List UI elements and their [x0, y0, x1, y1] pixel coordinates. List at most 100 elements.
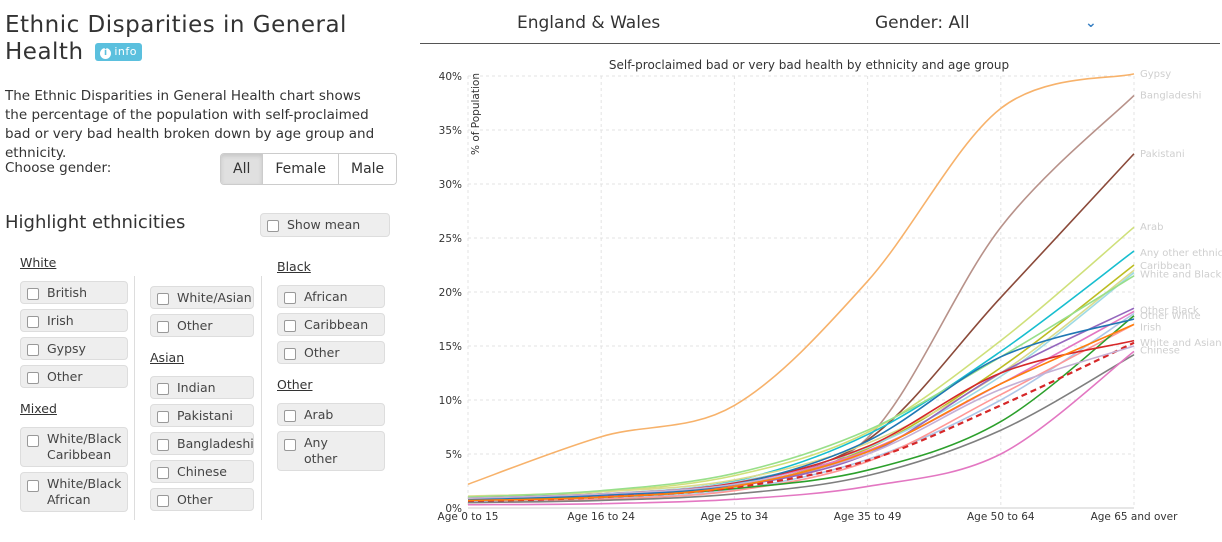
y-tick-label: 35%: [439, 125, 462, 137]
series-end-label: Other Black: [1140, 305, 1199, 316]
checkbox-icon: [157, 383, 169, 395]
checkbox-african[interactable]: African: [277, 285, 385, 308]
checkbox-irish[interactable]: Irish: [20, 309, 128, 332]
x-tick-label: Age 25 to 34: [701, 511, 769, 523]
gender-male-button[interactable]: Male: [338, 154, 397, 184]
checkbox-mixed-other[interactable]: Other: [150, 314, 254, 337]
checkbox-icon: [157, 293, 169, 305]
checkbox-white-black-african[interactable]: White/Black African: [20, 472, 128, 512]
x-tick-label: Age 0 to 15: [438, 511, 499, 523]
y-axis-label: % of Population: [470, 73, 482, 155]
series-line-chinese: [467, 353, 1135, 504]
region-label: England & Wales: [517, 13, 661, 33]
checkbox-icon: [157, 467, 169, 479]
series-line-other-mixed: [467, 310, 1135, 501]
checkbox-icon: [157, 411, 169, 423]
x-tick-label: Age 35 to 49: [834, 511, 902, 523]
series-line-any-other-ethnic-group: [467, 250, 1135, 498]
y-tick-label: 15%: [439, 341, 462, 353]
checkbox-any-other[interactable]: Any other: [277, 431, 385, 471]
checkbox-icon: [284, 439, 296, 451]
series-line-bangladeshi: [467, 94, 1135, 501]
gender-female-button[interactable]: Female: [263, 154, 339, 184]
series-line-gypsy: [467, 73, 1135, 485]
series-line-indian: [467, 318, 1135, 501]
gender-toggle: All Female Male: [220, 153, 398, 185]
series-line-other-asian: [467, 307, 1135, 501]
group-mixed-label: Mixed: [20, 401, 57, 416]
info-button[interactable]: i info: [95, 43, 142, 61]
x-tick-label: Age 50 to 64: [967, 511, 1035, 523]
info-icon: i: [100, 48, 112, 59]
checkbox-icon: [27, 288, 39, 300]
series-line-other-pink: [467, 350, 1135, 506]
checkbox-icon: [267, 220, 279, 232]
y-tick-label: 20%: [439, 287, 462, 299]
gender-dropdown[interactable]: Gender: All: [875, 13, 970, 33]
highlight-title: Highlight ethnicities: [5, 212, 186, 233]
chart-title: Self-proclaimed bad or very bad health b…: [609, 58, 1009, 72]
y-tick-label: 40%: [439, 71, 462, 83]
series-end-label: Irish: [1140, 323, 1161, 334]
checkbox-chinese[interactable]: Chinese: [150, 460, 254, 483]
series-line-other: [467, 323, 1135, 502]
group-other-label: Other: [277, 377, 313, 392]
series-end-label: Bangladeshi: [1140, 90, 1201, 101]
series-line-other-black: [467, 275, 1135, 498]
series-end-label: Other White: [1140, 311, 1201, 322]
y-tick-label: 10%: [439, 395, 462, 407]
header-divider: [420, 43, 1220, 44]
checkbox-bangladeshi[interactable]: Bangladeshi: [150, 432, 254, 455]
checkbox-icon: [284, 348, 296, 360]
show-mean-checkbox[interactable]: Show mean: [260, 213, 390, 237]
checkbox-icon: [157, 495, 169, 507]
checkbox-arab[interactable]: Arab: [277, 403, 385, 426]
y-tick-label: 25%: [439, 233, 462, 245]
checkbox-pakistani[interactable]: Pakistani: [150, 404, 254, 427]
checkbox-icon: [284, 410, 296, 422]
checkbox-icon: [27, 480, 39, 492]
checkbox-gypsy[interactable]: Gypsy: [20, 337, 128, 360]
checkbox-icon: [284, 320, 296, 332]
series-end-label: Chinese: [1140, 345, 1180, 356]
checkbox-icon: [27, 372, 39, 384]
description: The Ethnic Disparities in General Health…: [5, 88, 375, 161]
checkbox-icon: [284, 292, 296, 304]
chevron-down-icon[interactable]: ⌄: [1085, 15, 1097, 31]
checkbox-asian-other[interactable]: Other: [150, 488, 254, 511]
checkbox-icon: [27, 344, 39, 356]
series-line-pakistani: [467, 153, 1135, 500]
series-line-irish: [467, 323, 1135, 504]
series-end-label: Gypsy: [1140, 69, 1171, 80]
checkbox-white-asian[interactable]: White/Asian: [150, 286, 254, 309]
checkbox-caribbean[interactable]: Caribbean: [277, 313, 385, 336]
group-black-label: Black: [277, 259, 311, 274]
group-white-label: White: [20, 255, 57, 270]
series-end-label: White and Black A: [1140, 270, 1222, 281]
control-panel: Ethnic Disparities in General Health i in…: [0, 0, 400, 542]
series-end-label: Pakistani: [1140, 149, 1185, 160]
checkbox-icon: [27, 435, 39, 447]
page-title: Ethnic Disparities in General Health i in…: [5, 12, 347, 65]
series-end-label: Any other ethnic g: [1140, 248, 1222, 259]
column-divider: [134, 276, 135, 520]
checkbox-black-other[interactable]: Other: [277, 341, 385, 364]
checkbox-indian[interactable]: Indian: [150, 376, 254, 399]
checkbox-white-other[interactable]: Other: [20, 365, 128, 388]
column-divider: [261, 276, 262, 520]
checkbox-white-black-caribbean[interactable]: White/Black Caribbean: [20, 427, 128, 467]
x-tick-label: Age 65 and over: [1091, 511, 1179, 523]
checkbox-british[interactable]: British: [20, 281, 128, 304]
checkbox-icon: [27, 316, 39, 328]
y-tick-label: 5%: [445, 449, 462, 461]
group-asian-label: Asian: [150, 350, 185, 365]
gender-all-button[interactable]: All: [221, 154, 264, 184]
gender-label: Choose gender:: [5, 160, 112, 176]
series-end-label: White and Asian: [1140, 338, 1222, 349]
checkbox-icon: [157, 439, 169, 451]
y-tick-label: 0%: [445, 503, 462, 515]
x-tick-label: Age 16 to 24: [567, 511, 635, 523]
series-end-label: Caribbean: [1140, 261, 1191, 272]
y-tick-label: 30%: [439, 179, 462, 191]
